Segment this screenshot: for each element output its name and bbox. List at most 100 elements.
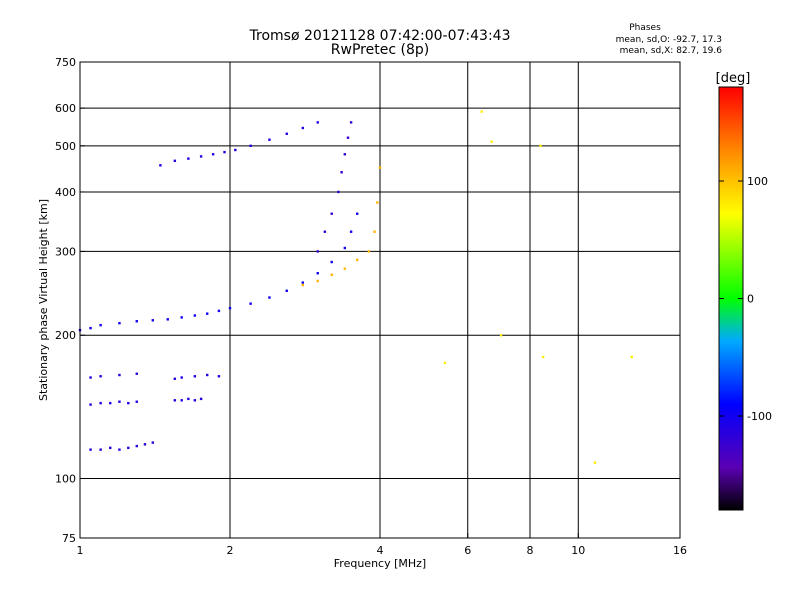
data-point bbox=[343, 246, 347, 250]
data-point bbox=[127, 401, 130, 405]
data-point bbox=[89, 403, 92, 406]
x-tick-label: 6 bbox=[464, 544, 471, 557]
x-tick-label: 10 bbox=[571, 544, 585, 557]
data-point bbox=[135, 320, 138, 323]
data-point bbox=[630, 355, 633, 359]
data-point bbox=[118, 373, 121, 377]
data-point bbox=[330, 212, 333, 215]
data-point bbox=[180, 316, 183, 319]
data-point bbox=[109, 401, 112, 405]
data-point bbox=[173, 159, 177, 163]
chart-subtitle: RwPretec (8p) bbox=[331, 42, 429, 58]
data-point bbox=[376, 201, 379, 204]
data-point bbox=[193, 399, 197, 402]
data-point bbox=[343, 153, 347, 156]
data-point bbox=[499, 334, 503, 337]
data-point bbox=[234, 148, 237, 152]
plot-grid bbox=[80, 62, 680, 538]
x-tick-label: 8 bbox=[527, 544, 534, 557]
data-point bbox=[180, 399, 183, 402]
stats-x-mode: mean, sd,X: 82.7, 19.6 bbox=[620, 46, 723, 56]
data-point bbox=[180, 376, 183, 379]
data-point bbox=[323, 230, 327, 233]
y-tick-label: 750 bbox=[55, 56, 76, 69]
data-point bbox=[205, 373, 209, 377]
data-point bbox=[135, 400, 138, 403]
data-point bbox=[99, 401, 102, 405]
x-tick-label: 16 bbox=[673, 544, 687, 557]
y-tick-label: 100 bbox=[55, 473, 76, 486]
data-point bbox=[378, 166, 382, 169]
data-point bbox=[367, 250, 371, 253]
data-point bbox=[89, 376, 92, 379]
data-point bbox=[151, 441, 155, 444]
data-point bbox=[89, 448, 92, 451]
data-point bbox=[118, 448, 121, 451]
data-point bbox=[205, 312, 209, 315]
data-point bbox=[99, 323, 102, 327]
data-point bbox=[159, 164, 162, 167]
data-point bbox=[539, 144, 542, 148]
data-point bbox=[337, 190, 340, 194]
data-point bbox=[343, 267, 347, 270]
data-point bbox=[285, 132, 288, 135]
data-point bbox=[228, 306, 232, 310]
x-axis-label: Frequency [MHz] bbox=[334, 557, 426, 570]
data-point bbox=[301, 283, 305, 287]
colorbar-tick-label: 100 bbox=[747, 175, 768, 188]
colorbar-label: [deg] bbox=[716, 71, 751, 86]
data-point bbox=[316, 121, 319, 124]
x-tick-label: 1 bbox=[77, 544, 84, 557]
x-tick-label: 4 bbox=[377, 544, 384, 557]
data-point bbox=[443, 361, 447, 365]
x-axis: 1 2 4 6 8 10 16 bbox=[77, 533, 687, 557]
y-tick-label: 400 bbox=[55, 186, 76, 199]
data-point bbox=[316, 279, 319, 283]
data-point bbox=[127, 446, 130, 450]
y-tick-label: 75 bbox=[62, 532, 76, 545]
data-point bbox=[89, 326, 92, 330]
data-point bbox=[199, 397, 203, 401]
stats-o-mode: mean, sd,O: -92.7, 17.3 bbox=[616, 35, 722, 45]
data-point bbox=[135, 444, 138, 448]
data-point bbox=[211, 153, 215, 156]
colorbar-ticks: 100 0 -100 bbox=[719, 175, 772, 423]
data-point bbox=[151, 319, 155, 322]
data-point bbox=[193, 375, 197, 378]
y-tick-label: 600 bbox=[55, 102, 76, 115]
data-point bbox=[135, 372, 138, 375]
data-point bbox=[355, 258, 359, 262]
data-point bbox=[99, 448, 102, 451]
data-point bbox=[330, 273, 333, 276]
data-points bbox=[78, 110, 633, 464]
data-point bbox=[285, 289, 288, 292]
chart-title: Tromsø 20121128 07:42:00-07:43:43 bbox=[249, 28, 511, 44]
data-point bbox=[541, 355, 545, 359]
data-point bbox=[118, 400, 121, 403]
data-point bbox=[301, 126, 305, 130]
data-point bbox=[249, 302, 252, 305]
data-point bbox=[268, 138, 271, 141]
data-point bbox=[173, 399, 177, 402]
data-point bbox=[99, 375, 102, 378]
data-point bbox=[316, 272, 319, 275]
data-point bbox=[268, 296, 271, 299]
y-axis: 75 100 200 300 400 500 600 750 bbox=[55, 56, 85, 545]
x-tick-label: 2 bbox=[227, 544, 234, 557]
stats-heading: Phases bbox=[629, 23, 661, 33]
data-point bbox=[301, 281, 305, 284]
data-point bbox=[187, 397, 190, 401]
data-point bbox=[480, 110, 483, 113]
data-point bbox=[373, 230, 376, 233]
data-point bbox=[316, 250, 319, 253]
y-axis-label: Stationary phase Virtual Height [km] bbox=[37, 199, 50, 401]
data-point bbox=[166, 318, 169, 321]
colorbar-tick-label: -100 bbox=[747, 410, 772, 423]
data-point bbox=[199, 155, 203, 158]
data-point bbox=[143, 443, 147, 446]
colorbar-tick-label: 0 bbox=[747, 293, 754, 306]
data-point bbox=[187, 157, 190, 160]
data-point bbox=[193, 314, 197, 317]
data-point bbox=[349, 230, 353, 233]
data-point bbox=[593, 461, 597, 464]
